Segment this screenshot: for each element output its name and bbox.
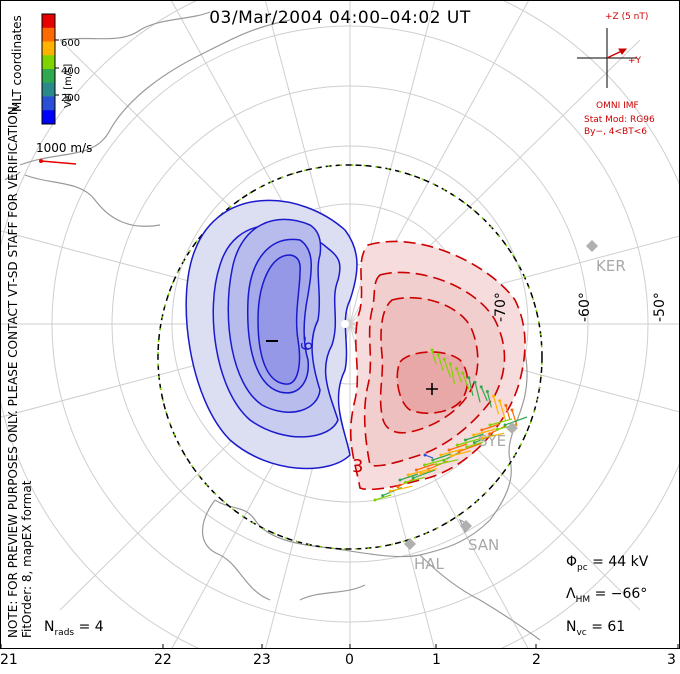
reference-vector — [39, 159, 77, 165]
mlt-label-23: 23 — [253, 652, 271, 668]
velocity-vector — [448, 443, 468, 451]
velocity-vector — [449, 363, 456, 384]
velocity-vector — [413, 469, 436, 479]
velocity-vector — [416, 463, 435, 471]
mlt-label-1: 1 — [432, 652, 441, 668]
station-label-ker: KER — [596, 257, 626, 275]
velocity-vector — [424, 454, 434, 459]
negative-potential-cell — [185, 199, 358, 470]
velocity-vector — [466, 441, 483, 448]
preview-watermark: NOTE: FOR PREVIEW PURPOSES ONLY. PLEASE … — [6, 102, 20, 638]
colorbar-segment — [42, 55, 55, 70]
vector-count-stat: Nvc = 61 — [566, 619, 626, 638]
potential-contour-label-neg: -9 — [297, 336, 315, 351]
reference-vector-label: 1000 m/s — [36, 141, 93, 155]
velocity-vector — [505, 405, 511, 420]
velocity-vector — [492, 395, 500, 415]
velocity-vector — [437, 354, 444, 371]
velocity-vector — [473, 428, 496, 436]
imf-bin-label: By−, 4<BT<6 — [584, 127, 647, 137]
colorbar-segment — [42, 27, 55, 42]
mlt-label-0: 0 — [345, 652, 354, 668]
mlt-label-22: 22 — [154, 652, 172, 668]
imf-bz-label: +Z (5 nT) — [605, 12, 649, 22]
positive-potential-cell — [349, 240, 526, 491]
velocity-vectors — [373, 348, 528, 502]
map-title: 03/Mar/2004 04:00–04:02 UT — [209, 8, 471, 28]
colorbar-tick-600: 600 — [61, 38, 81, 49]
nrads-stat: Nrads = 4 — [44, 619, 104, 638]
imf-by-label: +Y — [628, 56, 642, 66]
velocity-vector — [481, 432, 505, 439]
velocity-vector — [405, 476, 425, 483]
colorbar-segment — [42, 69, 55, 84]
colorbar-segment — [42, 96, 55, 111]
station-marker-ker — [586, 240, 598, 252]
velocity-vector — [486, 391, 492, 408]
coordinate-system-label: MLT coordinates — [10, 15, 24, 112]
velocity-vector — [374, 494, 392, 501]
station-label-sye: SYE — [478, 432, 507, 450]
velocity-vector — [443, 359, 451, 378]
mlt-label-21: 21 — [0, 652, 18, 668]
colorbar-tick-400: 400 — [61, 66, 81, 77]
station-marker-sye — [506, 422, 518, 434]
velocity-vector — [457, 438, 480, 446]
imf-source-label: OMNI IMF — [596, 101, 639, 111]
station-marker-hal — [404, 538, 416, 550]
velocity-vector — [420, 467, 438, 475]
colorbar-segment — [42, 110, 55, 125]
velocity-vector — [436, 459, 459, 466]
colorbar-tick-200: 200 — [61, 93, 81, 104]
velocity-vector — [489, 418, 513, 426]
mlt-label-3: 3 — [667, 652, 676, 668]
station-label-hal: HAL — [414, 555, 444, 573]
colorbar-outline — [41, 13, 56, 125]
velocity-vector — [480, 386, 488, 402]
station-markers — [404, 240, 598, 550]
velocity-vector — [458, 442, 482, 453]
stat-model-label: Stat Mod: RG96 — [584, 115, 655, 125]
velocity-vector — [462, 372, 470, 390]
velocity-vector — [504, 416, 528, 426]
velocity-vector — [499, 400, 507, 421]
velocity-vector — [451, 450, 471, 457]
mlt-axis-ticks — [0, 644, 679, 649]
positive-cell-center-marker — [426, 383, 438, 395]
velocity-vector — [465, 433, 484, 441]
velocity-vector — [468, 377, 474, 396]
velocity-vector — [408, 468, 431, 476]
mlt-label-2: 2 — [532, 652, 541, 668]
velocity-vector — [399, 473, 419, 481]
colorbar-segment — [42, 41, 55, 56]
velocity-vector — [431, 349, 437, 365]
velocity-vector — [424, 458, 447, 466]
colorbar-segment — [42, 14, 55, 29]
velocity-vector — [456, 368, 463, 383]
velocity-vector — [440, 448, 464, 456]
velocity-colorbar — [41, 13, 59, 125]
imf-clock — [577, 28, 637, 88]
colorbar-segment — [42, 82, 55, 97]
cross-polar-potential-stat: Φpc = 44 kV — [566, 554, 649, 573]
hm-latitude-stat: ΛHM = −66° — [566, 586, 648, 605]
station-label-san: SAN — [468, 536, 500, 554]
velocity-vector — [432, 453, 451, 461]
lat-label-70: -70° — [493, 292, 509, 322]
velocity-vector — [481, 423, 501, 431]
velocity-vector — [390, 485, 413, 492]
velocity-vector — [511, 409, 518, 427]
hm-boundary — [157, 164, 543, 550]
potential-contour-label-pos: 3 — [352, 456, 364, 477]
fit-order-label: FitOrder: 8, mapEX format — [20, 480, 34, 638]
lat-label-60: -60° — [577, 292, 593, 322]
velocity-vector — [474, 382, 481, 403]
lat-label-50: -50° — [652, 292, 668, 322]
station-marker-san — [460, 520, 472, 532]
